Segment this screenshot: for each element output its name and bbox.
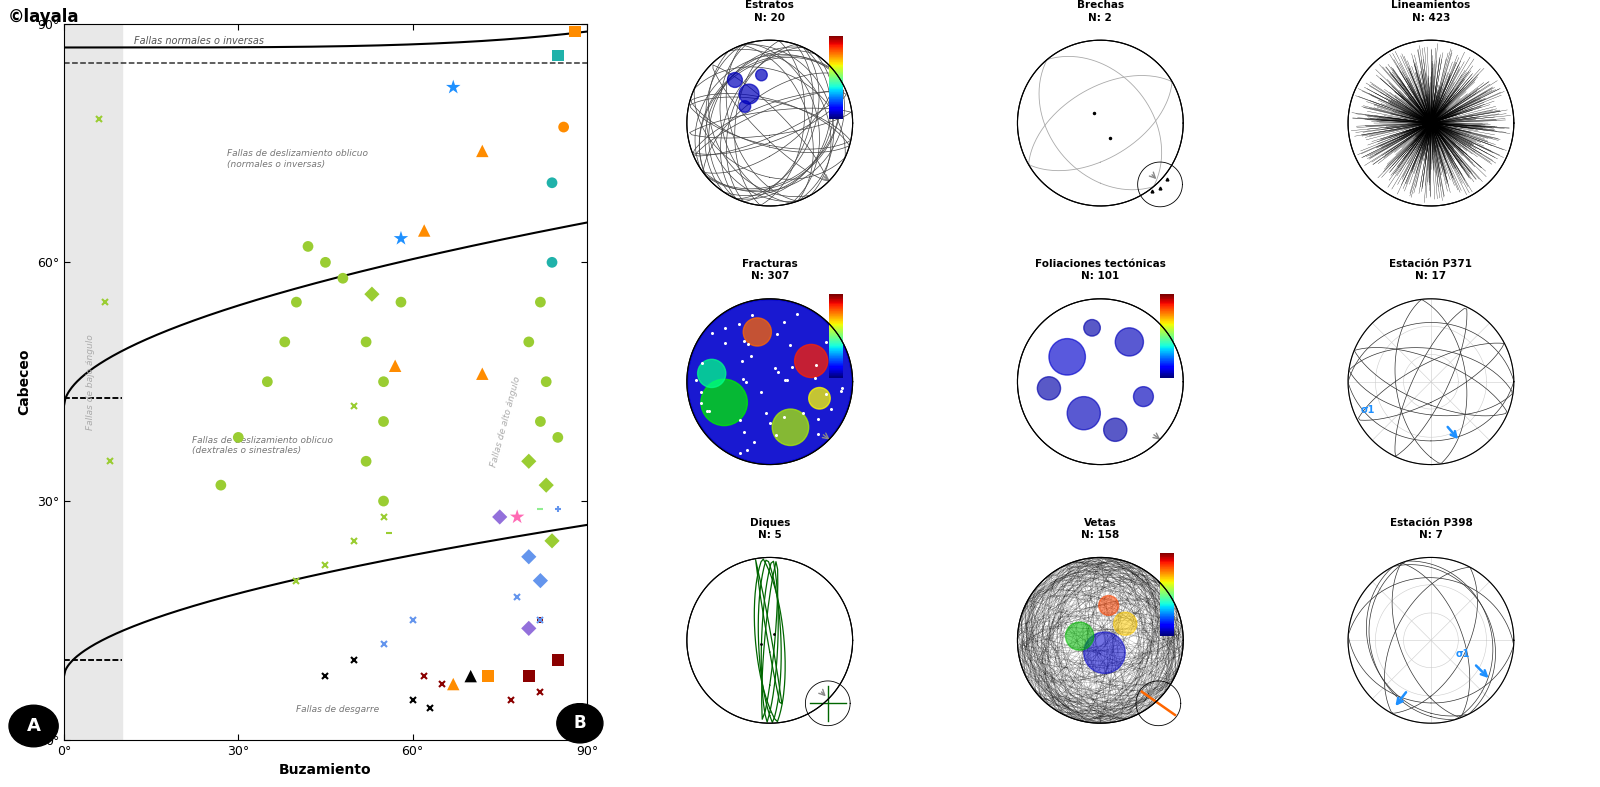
Circle shape (1083, 320, 1101, 336)
Point (254, 375, 280, 388)
Point (539, 534, 565, 547)
Circle shape (1067, 397, 1101, 430)
Point (533, 375, 558, 388)
Title: Estratos
N: 20: Estratos N: 20 (746, 1, 794, 23)
Point (283, 296, 309, 309)
Circle shape (1037, 377, 1061, 400)
Title: Vetas
N: 158: Vetas N: 158 (1082, 518, 1120, 540)
Point (515, 670, 541, 682)
Point (563, 25, 589, 38)
Bar (64, 24, 122, 740)
Point (515, 455, 541, 467)
Circle shape (1104, 418, 1126, 442)
Point (533, 478, 558, 491)
Title: Estación P398
N: 7: Estación P398 N: 7 (1389, 518, 1472, 540)
Circle shape (1115, 328, 1144, 356)
Point (354, 335, 379, 348)
Point (550, 120, 576, 133)
Point (539, 176, 565, 189)
Point (389, 232, 414, 245)
Text: Fallas de alto ángulo: Fallas de alto ángulo (490, 375, 522, 467)
Text: B: B (573, 715, 586, 732)
Point (528, 575, 554, 587)
Text: A: A (27, 717, 40, 735)
Circle shape (1066, 622, 1094, 650)
Point (515, 622, 541, 634)
Circle shape (808, 387, 830, 409)
Circle shape (755, 69, 768, 81)
Point (458, 670, 483, 682)
Point (330, 272, 355, 285)
Text: Fallas de deslizamiento oblicuo
(dextrales o sinestrales): Fallas de deslizamiento oblicuo (dextral… (192, 436, 333, 455)
Point (539, 256, 565, 268)
Point (382, 360, 408, 372)
Title: Estación P371
N: 17: Estación P371 N: 17 (1389, 259, 1472, 282)
Circle shape (557, 704, 603, 743)
Point (546, 431, 571, 444)
Point (440, 81, 466, 94)
Point (440, 678, 466, 690)
Circle shape (728, 72, 742, 87)
Text: Fallas de bajo ángulo: Fallas de bajo ángulo (86, 334, 94, 430)
Point (469, 368, 494, 380)
Point (371, 375, 397, 388)
Point (528, 296, 554, 309)
Point (371, 416, 397, 428)
Text: σ1: σ1 (1360, 405, 1374, 416)
Point (354, 455, 379, 467)
Y-axis label: Cabeceo: Cabeceo (18, 349, 32, 415)
Circle shape (698, 360, 726, 387)
Text: σ1: σ1 (1456, 649, 1470, 659)
Circle shape (773, 409, 808, 445)
Text: Fallas de deslizamiento oblicuo
(normales o inversas): Fallas de deslizamiento oblicuo (normale… (227, 150, 368, 168)
Point (358, 288, 384, 301)
Polygon shape (688, 300, 851, 464)
Circle shape (744, 318, 771, 346)
Point (515, 335, 541, 348)
Point (296, 240, 322, 253)
Circle shape (10, 705, 58, 747)
Circle shape (1133, 386, 1154, 407)
Title: Fracturas
N: 307: Fracturas N: 307 (742, 259, 798, 282)
Point (411, 224, 437, 237)
Point (546, 49, 571, 61)
Title: Diques
N: 5: Diques N: 5 (749, 518, 790, 540)
Text: Fallas de desgarre: Fallas de desgarre (296, 705, 379, 714)
Point (475, 670, 501, 682)
Circle shape (795, 345, 827, 378)
Circle shape (1050, 338, 1085, 375)
Polygon shape (1018, 300, 1182, 464)
Title: Foliaciones tectónicas
N: 101: Foliaciones tectónicas N: 101 (1035, 259, 1166, 282)
Circle shape (701, 379, 747, 426)
X-axis label: Buzamiento: Buzamiento (278, 763, 371, 778)
Circle shape (1083, 632, 1125, 674)
Point (504, 511, 530, 523)
Point (546, 654, 571, 667)
Point (528, 416, 554, 428)
Point (226, 431, 251, 444)
Point (515, 550, 541, 563)
Circle shape (1099, 596, 1118, 615)
Text: Fallas normales o inversas: Fallas normales o inversas (134, 35, 264, 46)
Circle shape (739, 84, 758, 104)
Circle shape (739, 101, 750, 113)
Point (208, 478, 234, 491)
Point (469, 145, 494, 157)
Text: ©layala: ©layala (8, 8, 80, 26)
Polygon shape (1349, 41, 1514, 205)
Circle shape (1114, 612, 1138, 635)
Point (486, 511, 512, 523)
Title: Lineamientos
N: 423: Lineamientos N: 423 (1392, 1, 1470, 23)
Point (312, 256, 338, 268)
Point (272, 335, 298, 348)
Title: Brechas
N: 2: Brechas N: 2 (1077, 1, 1123, 23)
Point (389, 296, 414, 309)
Point (371, 495, 397, 508)
